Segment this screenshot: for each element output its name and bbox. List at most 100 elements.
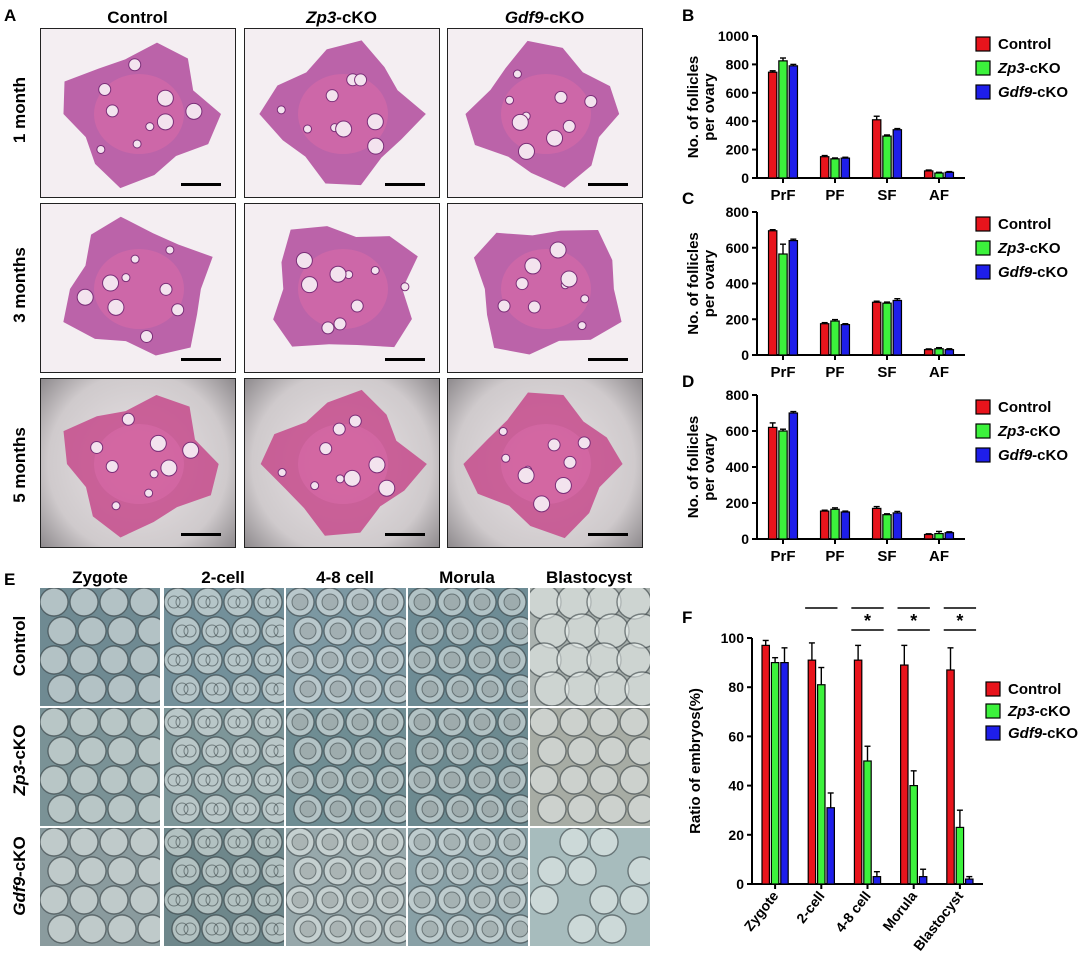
embryo-shape [171, 616, 201, 646]
blastomere-shape [213, 744, 227, 758]
embryo-shape [253, 885, 283, 915]
embryo-shape [223, 885, 253, 915]
embryo-shape [47, 616, 77, 646]
histology-image-control-1-month [40, 28, 236, 198]
scale-bar [181, 183, 221, 186]
embryo-shape [129, 588, 159, 617]
embryo-shape [467, 708, 497, 737]
embryo-shape [69, 828, 99, 857]
bar [770, 661, 780, 885]
x-tick-label: 4-8 cell [832, 888, 874, 935]
panel-label-b: B [682, 6, 695, 25]
follicle-shape [121, 412, 135, 426]
blastomere-shape [359, 742, 377, 760]
blastomere-shape [235, 835, 249, 849]
significance-star: * [864, 611, 871, 631]
blastomere-shape [265, 653, 279, 667]
follicle-shape [329, 265, 347, 283]
blastomere-shape [265, 835, 279, 849]
embryo-shape [375, 828, 405, 857]
follicle-shape [319, 442, 333, 456]
embryo-shape [537, 794, 567, 824]
blastomere-shape [265, 864, 279, 878]
blastomere-shape [443, 593, 461, 611]
follicle-shape [333, 317, 347, 331]
blastomere-shape [265, 744, 279, 758]
legend-label-italic: Gdf9 [1008, 725, 1043, 742]
bar [840, 511, 851, 540]
blastomere-shape [389, 800, 406, 818]
embryo-shape [193, 765, 223, 795]
blastomere-shape [511, 742, 528, 760]
blastomere-shape [167, 835, 181, 849]
embryo-shape [415, 674, 445, 704]
blastomere-shape [443, 771, 461, 789]
blastomere-shape [321, 651, 339, 669]
blastomere-shape [257, 715, 271, 729]
embryo-shape [383, 616, 406, 646]
embryo-cluster-graphic [40, 828, 160, 944]
embryo-shape [77, 794, 107, 824]
y-axis-label-line: per ovary [701, 433, 718, 501]
blastomere-shape [511, 862, 528, 880]
blastomere-shape [473, 593, 491, 611]
blastomere-shape [451, 742, 469, 760]
embryo-cluster-graphic [530, 828, 650, 944]
legend-label-italic: Gdf9 [998, 447, 1033, 464]
y-tick-label: 100 [721, 630, 745, 646]
x-tick-label: AF [929, 187, 949, 200]
follicle-shape [185, 102, 203, 120]
embryo-shape [315, 828, 345, 857]
embryo-shape [171, 736, 201, 766]
blastomere-shape [473, 891, 491, 909]
histology-image-control-5-months [40, 378, 236, 548]
blastomere-shape [213, 624, 227, 638]
embryo-shape [345, 588, 375, 617]
embryo-shape [475, 794, 505, 824]
blastomere-shape [473, 713, 491, 731]
bar [819, 156, 830, 179]
ovary-medulla [501, 249, 591, 329]
blastomere-shape [413, 593, 431, 611]
embryo-shape [129, 765, 159, 795]
blastomere-shape [183, 922, 197, 936]
embryo-shape [497, 645, 527, 675]
embryo-image-gdf9-2-cell [164, 828, 284, 946]
embryo-shape [286, 588, 315, 617]
ovary-medulla [298, 249, 388, 329]
ovary-section-graphic [463, 392, 628, 539]
blastomere-shape [167, 773, 181, 787]
bar [788, 412, 799, 540]
blastomere-shape [213, 682, 227, 696]
embryo-cluster-graphic [164, 708, 284, 824]
blastomere-shape [235, 922, 249, 936]
follicle-shape [130, 254, 140, 264]
bar [944, 349, 955, 356]
y-tick-label: 400 [726, 113, 750, 129]
blastomere-shape [481, 800, 499, 818]
embryo-shape [107, 794, 137, 824]
legend-label-italic: Zp3 [997, 60, 1025, 77]
embryo-shape [437, 765, 467, 795]
blastomere-shape [243, 744, 257, 758]
embryo-shape [559, 708, 589, 737]
embryo-shape [107, 914, 137, 944]
follicle-shape [562, 119, 576, 133]
embryo-shape [415, 736, 445, 766]
bar [853, 659, 863, 885]
legend-swatch [985, 703, 1001, 719]
y-tick-label: 600 [726, 240, 750, 256]
legend-label-italic: Gdf9 [998, 264, 1033, 281]
embryo-shape [375, 885, 405, 915]
blastomere-shape [503, 771, 521, 789]
bar [863, 760, 872, 885]
blastomere-shape [227, 835, 241, 849]
embryo-shape [408, 765, 437, 795]
embryo-shape [47, 674, 77, 704]
embryo-row-control: Control [10, 615, 29, 677]
embryo-shape [619, 765, 649, 795]
bar [830, 508, 840, 540]
blastomere-shape [175, 802, 189, 816]
histology-column-gdf9: Gdf9-cKO [504, 8, 585, 27]
blastomere-shape [389, 742, 406, 760]
